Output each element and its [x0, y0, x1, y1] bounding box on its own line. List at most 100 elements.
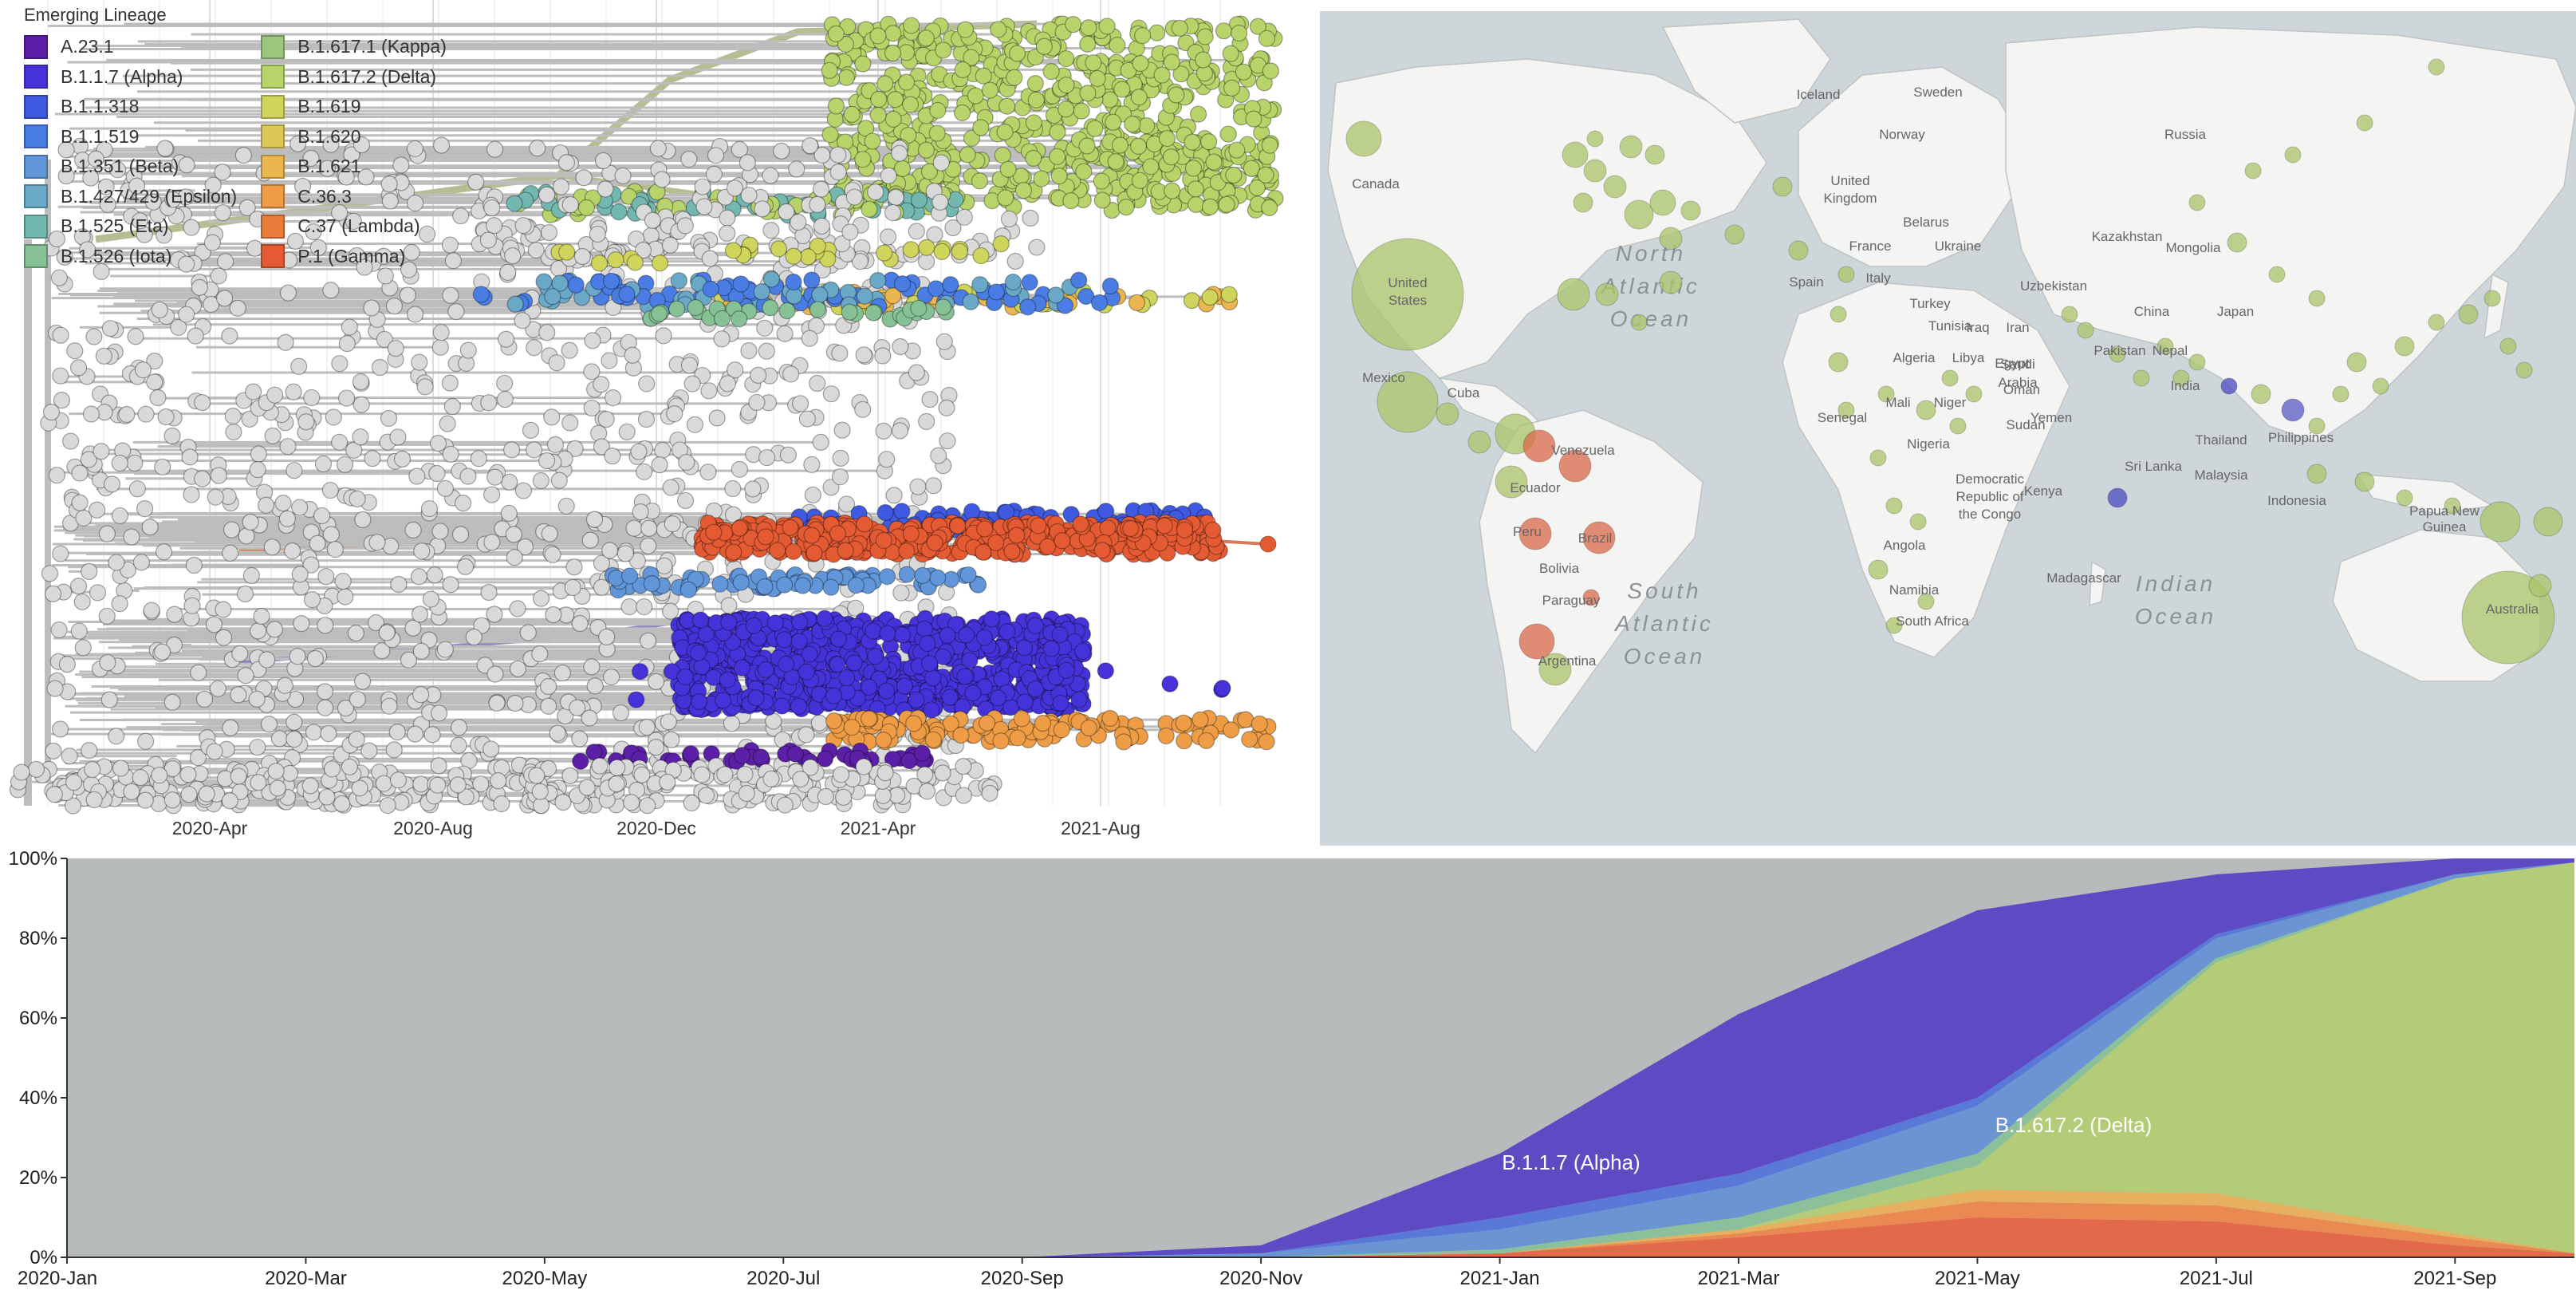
map-sample-circle[interactable]	[2332, 385, 2350, 403]
map-sample-circle[interactable]	[1522, 429, 1556, 463]
map-sample-circle[interactable]	[1538, 653, 1572, 686]
legend-item[interactable]: B.1.351 (Beta)	[24, 152, 237, 182]
phylogenetic-tree[interactable]	[0, 0, 1292, 846]
frequency-chart-panel[interactable]: 0% 20% 40% 60% 80% 100% 2020-Jan 2020-Mar 2020-M…	[0, 850, 2576, 1298]
map-sample-circle[interactable]	[1868, 559, 1889, 580]
legend-item[interactable]: B.1.1.318	[24, 92, 237, 122]
map-sample-circle[interactable]	[2284, 146, 2302, 164]
map-sample-circle[interactable]	[1659, 227, 1683, 251]
map-sample-circle[interactable]	[1649, 189, 1676, 216]
map-sample-circle[interactable]	[2479, 501, 2521, 542]
map-sample-circle[interactable]	[1877, 385, 1895, 403]
map-sample-circle[interactable]	[2396, 489, 2413, 507]
map-sample-circle[interactable]	[1586, 130, 1604, 148]
map-sample-circle[interactable]	[1680, 200, 1701, 221]
map-sample-circle[interactable]	[1724, 224, 1745, 245]
map-sample-circle[interactable]	[2394, 336, 2415, 357]
map-sample-circle[interactable]	[1788, 240, 1809, 261]
map-sample-circle[interactable]	[1582, 521, 1616, 554]
map-sample-circle[interactable]	[1830, 306, 1847, 323]
world-map-panel[interactable]: North Atlantic Ocean South Atlantic Ocea…	[1320, 11, 2576, 846]
map-sample-circle[interactable]	[2308, 290, 2326, 307]
map-sample-circle[interactable]	[2172, 369, 2190, 387]
map-sample-circle[interactable]	[1885, 617, 1903, 634]
legend-item[interactable]: C.37 (Lambda)	[261, 211, 447, 242]
frequency-area-series[interactable]	[67, 1201, 2574, 1257]
frequency-area-series[interactable]	[67, 1217, 2574, 1257]
map-sample-circle[interactable]	[2499, 337, 2517, 355]
map-sample-circle[interactable]	[2281, 398, 2305, 422]
legend-item[interactable]: B.1.427/429 (Epsilon)	[24, 182, 237, 212]
legend-item[interactable]: B.1.1.519	[24, 122, 237, 152]
map-sample-circle[interactable]	[1595, 282, 1619, 306]
map-sample-circle[interactable]	[1837, 266, 1855, 283]
map-sample-circle[interactable]	[2227, 232, 2247, 253]
map-sample-circle[interactable]	[2458, 304, 2479, 325]
frequency-area-series[interactable]	[67, 858, 2574, 1257]
map-sample-circle[interactable]	[1562, 141, 1589, 168]
map-sample-circle[interactable]	[2528, 574, 2552, 598]
map-sample-circle[interactable]	[1869, 449, 1887, 467]
world-map[interactable]: North Atlantic Ocean South Atlantic Ocea…	[1320, 11, 2576, 846]
map-sample-circle[interactable]	[1557, 278, 1590, 311]
legend-item[interactable]: B.1.617.2 (Delta)	[261, 62, 447, 93]
map-sample-circle[interactable]	[1345, 120, 1382, 157]
map-sample-circle[interactable]	[1558, 449, 1592, 483]
map-sample-circle[interactable]	[2372, 377, 2389, 395]
map-sample-circle[interactable]	[1436, 402, 1459, 426]
map-sample-circle[interactable]	[1917, 593, 1935, 610]
map-sample-circle[interactable]	[2428, 314, 2445, 331]
map-sample-circle[interactable]	[1573, 192, 1593, 213]
map-sample-circle[interactable]	[2220, 377, 2238, 395]
legend-item[interactable]: B.1.526 (Iota)	[24, 242, 237, 272]
legend-item[interactable]: B.1.621	[261, 152, 447, 182]
map-sample-circle[interactable]	[1377, 371, 1439, 433]
map-sample-circle[interactable]	[2244, 162, 2262, 180]
map-sample-circle[interactable]	[2354, 471, 2375, 492]
map-sample-circle[interactable]	[1630, 314, 1648, 331]
map-sample-circle[interactable]	[1659, 270, 1683, 294]
map-sample-circle[interactable]	[2061, 306, 2078, 323]
map-sample-circle[interactable]	[1518, 623, 1555, 660]
map-sample-circle[interactable]	[1772, 176, 1793, 197]
map-sample-circle[interactable]	[2077, 322, 2094, 339]
map-sample-circle[interactable]	[2461, 570, 2555, 665]
legend-item[interactable]: B.1.1.7 (Alpha)	[24, 62, 237, 93]
frequency-chart[interactable]: 0% 20% 40% 60% 80% 100% 2020-Jan 2020-Mar 2020-M…	[0, 850, 2576, 1298]
legend-item[interactable]: B.1.617.1 (Kappa)	[261, 32, 447, 62]
map-sample-circle[interactable]	[1518, 517, 1552, 550]
legend-item[interactable]: P.1 (Gamma)	[261, 242, 447, 272]
map-sample-circle[interactable]	[2157, 337, 2174, 355]
map-sample-circle[interactable]	[1837, 401, 1855, 419]
map-sample-circle[interactable]	[1583, 159, 1607, 183]
map-sample-circle[interactable]	[2188, 353, 2206, 371]
map-sample-circle[interactable]	[2356, 114, 2373, 132]
map-sample-circle[interactable]	[2133, 369, 2150, 387]
map-sample-circle[interactable]	[1828, 352, 1849, 373]
map-sample-circle[interactable]	[1885, 497, 1903, 515]
legend-item[interactable]: C.36.3	[261, 182, 447, 212]
map-sample-circle[interactable]	[2107, 487, 2128, 508]
map-sample-circle[interactable]	[2251, 384, 2271, 404]
map-sample-circle[interactable]	[1582, 589, 1600, 606]
map-sample-circle[interactable]	[1965, 385, 1983, 403]
map-sample-circle[interactable]	[1941, 369, 1959, 387]
map-sample-circle[interactable]	[2306, 464, 2327, 484]
legend-item[interactable]: B.1.620	[261, 122, 447, 152]
map-sample-circle[interactable]	[2515, 361, 2533, 379]
map-sample-circle[interactable]	[2483, 290, 2501, 307]
map-sample-circle[interactable]	[2533, 507, 2563, 537]
map-sample-circle[interactable]	[1644, 144, 1665, 165]
map-sample-circle[interactable]	[1949, 417, 1967, 435]
legend-item[interactable]: B.1.619	[261, 92, 447, 122]
map-sample-circle[interactable]	[1467, 430, 1491, 454]
map-sample-circle[interactable]	[2268, 266, 2286, 283]
map-sample-circle[interactable]	[1916, 400, 1936, 420]
map-sample-circle[interactable]	[1619, 135, 1643, 159]
map-sample-circle[interactable]	[1495, 465, 1528, 499]
map-sample-circle[interactable]	[1603, 175, 1627, 199]
map-sample-circle[interactable]	[2428, 58, 2445, 76]
map-sample-circle[interactable]	[2444, 497, 2461, 515]
map-sample-circle[interactable]	[2346, 352, 2367, 373]
legend-item[interactable]: B.1.525 (Eta)	[24, 211, 237, 242]
